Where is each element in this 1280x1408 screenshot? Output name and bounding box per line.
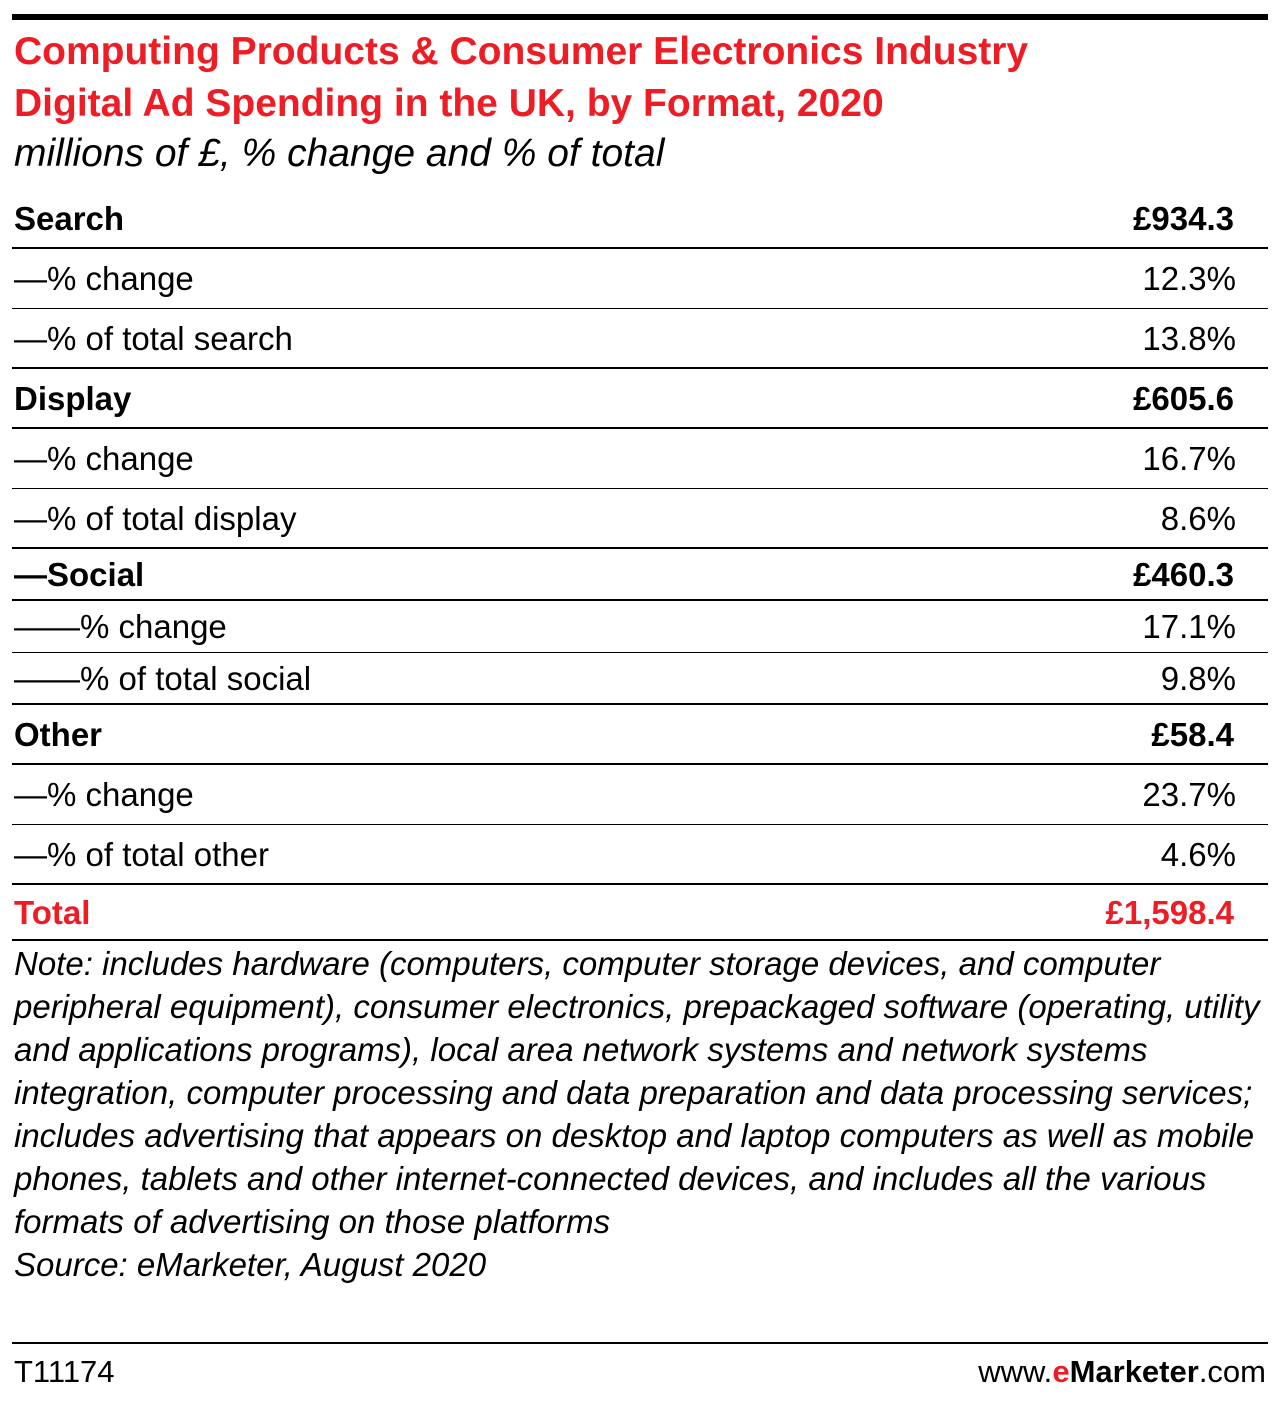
note-text: Note: includes hardware (computers, comp… xyxy=(14,945,1260,1240)
metric-row: —% of total other 4.6% xyxy=(12,825,1268,885)
row-label: —% of total search xyxy=(14,320,293,357)
title-line-1: Computing Products & Consumer Electronic… xyxy=(14,30,1029,73)
title-line-2: Digital Ad Spending in the UK, by Format… xyxy=(14,82,884,125)
brand-prefix: www. xyxy=(978,1354,1053,1389)
metric-row: —% change 23.7% xyxy=(12,765,1268,825)
row-label: —% change xyxy=(14,260,194,297)
row-value: £460.3 xyxy=(1133,556,1234,593)
row-label: —% of total display xyxy=(14,500,297,537)
row-label: —% change xyxy=(14,776,194,813)
metric-row: ——% change 17.1% xyxy=(12,601,1268,653)
category-row: —Social £460.3 xyxy=(12,549,1268,601)
note-block: Note: includes hardware (computers, comp… xyxy=(14,942,1270,1286)
row-label: —% change xyxy=(14,440,194,477)
row-value: 12.3% xyxy=(1142,260,1236,297)
brand-e: e xyxy=(1052,1354,1070,1389)
row-value: £605.6 xyxy=(1133,380,1234,417)
row-value: 4.6% xyxy=(1160,836,1236,873)
row-label: Display xyxy=(14,380,132,417)
brand-suffix: .com xyxy=(1198,1354,1266,1389)
category-row: Other £58.4 xyxy=(12,705,1268,765)
row-label: ——% change xyxy=(14,608,227,645)
metric-row: —% change 16.7% xyxy=(12,429,1268,489)
chart-title: Computing Products & Consumer Electronic… xyxy=(14,26,1264,130)
row-value: 8.6% xyxy=(1160,500,1236,537)
total-row: Total £1,598.4 xyxy=(12,885,1268,941)
metric-row: ——% of total social 9.8% xyxy=(12,653,1268,705)
row-value: 17.1% xyxy=(1142,608,1236,645)
source-text: Source: eMarketer, August 2020 xyxy=(14,1246,487,1283)
row-label: Other xyxy=(14,716,103,753)
category-row: Search £934.3 xyxy=(12,189,1268,249)
row-value: £1,598.4 xyxy=(1105,894,1234,931)
category-row: Display £605.6 xyxy=(12,369,1268,429)
top-rule xyxy=(12,14,1268,20)
row-value: 23.7% xyxy=(1142,776,1236,813)
row-label: —Social xyxy=(14,556,145,593)
metric-row: —% of total display 8.6% xyxy=(12,489,1268,549)
row-label: Search xyxy=(14,200,125,237)
chart-id: T11174 xyxy=(14,1354,115,1389)
metric-row: —% of total search 13.8% xyxy=(12,309,1268,369)
brand-marketer: Marketer xyxy=(1069,1354,1199,1389)
row-value: £58.4 xyxy=(1151,716,1234,753)
row-value: £934.3 xyxy=(1133,200,1234,237)
row-value: 13.8% xyxy=(1142,320,1236,357)
row-label: ——% of total social xyxy=(14,660,312,697)
row-value: 9.8% xyxy=(1160,660,1236,697)
brand-logo: www.eMarketer.com xyxy=(978,1352,1266,1392)
row-label: Total xyxy=(14,894,91,931)
row-label: —% of total other xyxy=(14,836,269,873)
bottom-rule xyxy=(12,1342,1268,1344)
chart-subtitle: millions of £, % change and % of total xyxy=(14,132,665,175)
row-value: 16.7% xyxy=(1142,440,1236,477)
data-table: Search £934.3 —% change 12.3% —% of total se… xyxy=(12,189,1268,941)
metric-row: —% change 12.3% xyxy=(12,249,1268,309)
